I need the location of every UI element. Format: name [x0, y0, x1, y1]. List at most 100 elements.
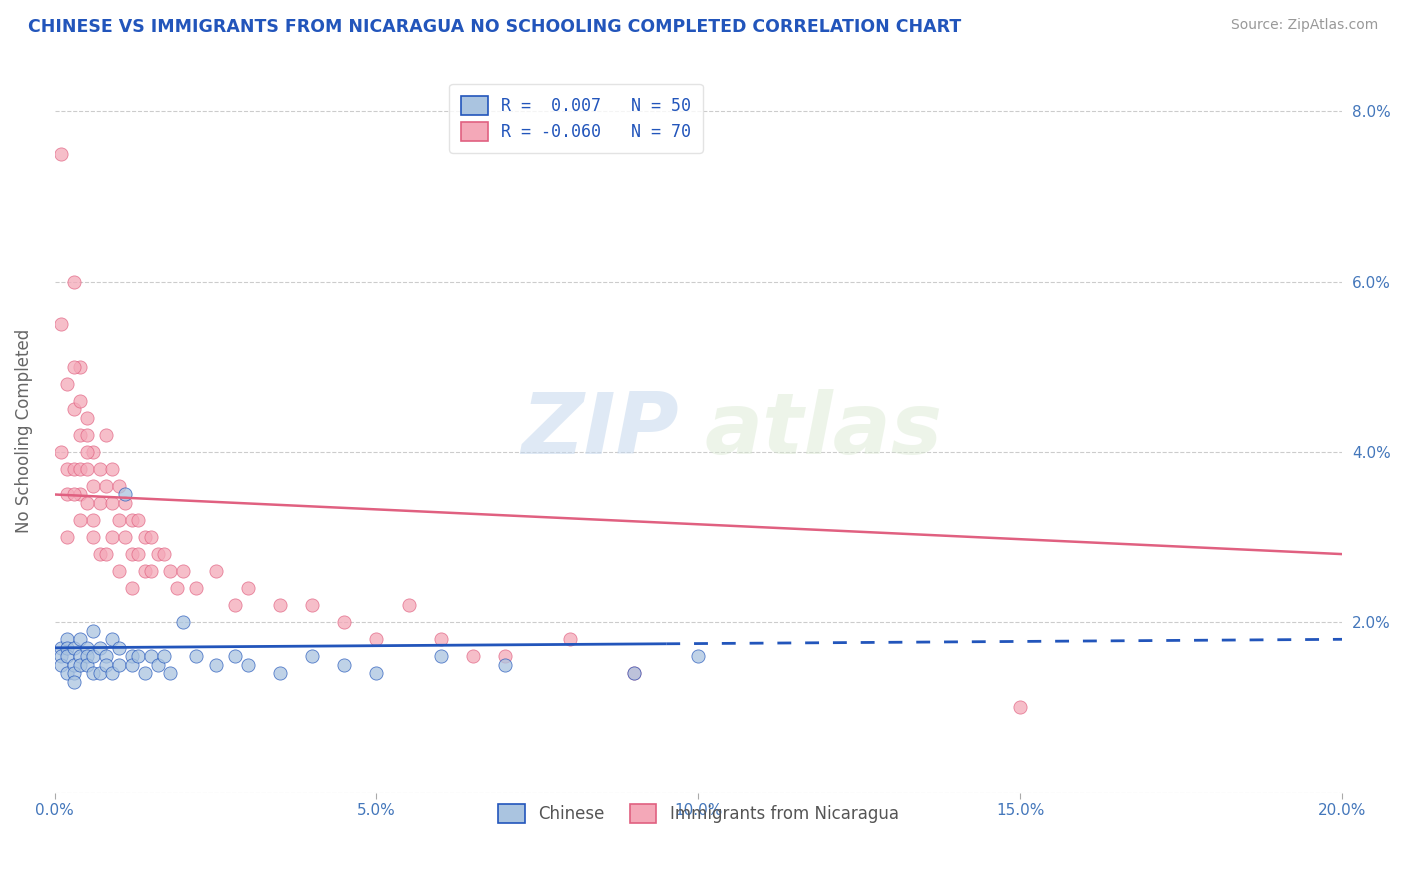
Point — [69, 393, 91, 408]
Point — [623, 666, 645, 681]
Point — [366, 632, 388, 647]
Point — [63, 275, 86, 289]
Point — [82, 513, 104, 527]
Point — [76, 649, 98, 664]
Point — [89, 496, 111, 510]
Point — [430, 649, 453, 664]
Point — [94, 479, 117, 493]
Point — [101, 666, 124, 681]
Point — [69, 427, 91, 442]
Point — [49, 445, 72, 459]
Point — [49, 657, 72, 672]
Point — [146, 657, 169, 672]
Point — [494, 649, 516, 664]
Point — [134, 666, 156, 681]
Point — [82, 666, 104, 681]
Point — [69, 487, 91, 501]
Point — [94, 649, 117, 664]
Point — [121, 513, 143, 527]
Point — [121, 547, 143, 561]
Point — [127, 649, 149, 664]
Point — [101, 462, 124, 476]
Point — [69, 649, 91, 664]
Point — [76, 640, 98, 655]
Y-axis label: No Schooling Completed: No Schooling Completed — [15, 328, 32, 533]
Point — [121, 581, 143, 595]
Point — [204, 564, 226, 578]
Point — [56, 376, 79, 391]
Point — [269, 599, 291, 613]
Point — [63, 402, 86, 417]
Point — [63, 462, 86, 476]
Point — [76, 427, 98, 442]
Point — [398, 599, 420, 613]
Point — [1010, 700, 1032, 714]
Point — [224, 649, 246, 664]
Point — [76, 496, 98, 510]
Point — [63, 640, 86, 655]
Point — [121, 657, 143, 672]
Point — [127, 513, 149, 527]
Point — [63, 657, 86, 672]
Point — [69, 513, 91, 527]
Point — [114, 487, 136, 501]
Point — [236, 657, 259, 672]
Point — [94, 427, 117, 442]
Point — [127, 547, 149, 561]
Point — [82, 624, 104, 638]
Point — [153, 547, 176, 561]
Point — [430, 632, 453, 647]
Point — [159, 564, 181, 578]
Point — [76, 657, 98, 672]
Point — [101, 496, 124, 510]
Point — [82, 530, 104, 544]
Point — [166, 581, 188, 595]
Point — [461, 649, 484, 664]
Point — [153, 649, 176, 664]
Point — [56, 487, 79, 501]
Point — [101, 632, 124, 647]
Point — [101, 530, 124, 544]
Point — [76, 410, 98, 425]
Point — [89, 462, 111, 476]
Point — [172, 615, 194, 630]
Point — [159, 666, 181, 681]
Point — [301, 599, 323, 613]
Point — [688, 649, 710, 664]
Point — [69, 657, 91, 672]
Point — [63, 359, 86, 374]
Point — [139, 530, 162, 544]
Point — [186, 649, 208, 664]
Point — [114, 496, 136, 510]
Point — [236, 581, 259, 595]
Point — [63, 666, 86, 681]
Point — [269, 666, 291, 681]
Point — [204, 657, 226, 672]
Point — [63, 487, 86, 501]
Point — [56, 632, 79, 647]
Text: Source: ZipAtlas.com: Source: ZipAtlas.com — [1230, 18, 1378, 32]
Point — [82, 649, 104, 664]
Point — [49, 640, 72, 655]
Point — [108, 513, 131, 527]
Point — [108, 479, 131, 493]
Point — [89, 547, 111, 561]
Point — [224, 599, 246, 613]
Point — [89, 666, 111, 681]
Point — [139, 649, 162, 664]
Point — [139, 564, 162, 578]
Point — [94, 547, 117, 561]
Point — [89, 640, 111, 655]
Point — [56, 640, 79, 655]
Point — [108, 657, 131, 672]
Point — [94, 657, 117, 672]
Point — [76, 445, 98, 459]
Point — [134, 530, 156, 544]
Point — [49, 317, 72, 331]
Point — [558, 632, 581, 647]
Point — [108, 640, 131, 655]
Point — [82, 445, 104, 459]
Point — [56, 649, 79, 664]
Point — [333, 657, 356, 672]
Point — [49, 649, 72, 664]
